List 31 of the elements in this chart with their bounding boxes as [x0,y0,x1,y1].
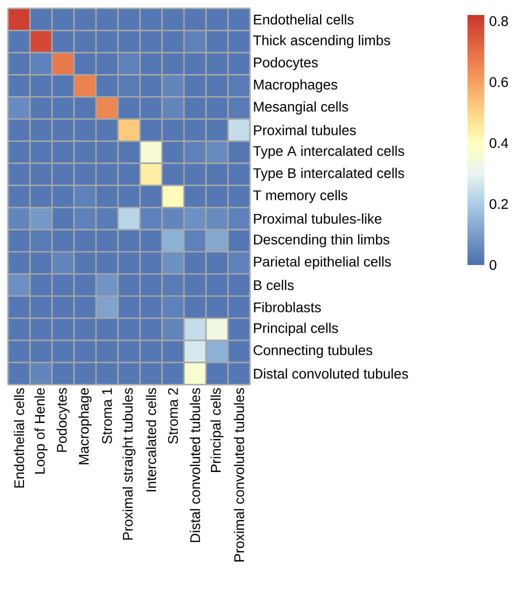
x-tick-label: Stroma 2 [168,388,178,444]
x-tick-label: Endothelial cells [14,388,24,488]
y-tick-label: Parietal epithelial cells [254,256,391,270]
y-tick-label: Type B intercalated cells [253,168,404,181]
color-bar-label: 0.6 [490,77,508,88]
color-bar-label: 0.8 [490,16,508,26]
y-tick-label: Proximal tubules [254,124,356,136]
y-tick-label: Podocytes [254,57,318,70]
x-tick-label: Stroma 1 [102,388,112,444]
x-tick-label: Proximal convoluted tubules [234,388,244,562]
y-tick-label: Principal cells [254,322,338,336]
y-tick-label: Proximal tubules-like [254,213,382,224]
y-tick-label: Type A intercalated cells [253,146,404,159]
x-tick-label: Macrophage [78,388,92,464]
y-tick-label: Fibroblasts [254,302,321,312]
color-bar-label: 0.4 [490,138,508,148]
x-tick-label: Intercalated cells [146,388,156,492]
y-tick-label: Endothelial cells [254,14,354,25]
y-tick-label: B cells [254,280,294,290]
x-tick-label: Loop of Henle [34,388,48,474]
y-tick-label: Connecting tubules [254,344,372,358]
x-tick-label: Proximal straight tubules [122,388,136,540]
y-tick-label: Thick ascending limbs [253,35,390,48]
color-bar-label: 0.2 [490,199,508,209]
y-tick-label: Descending thin limbs [254,234,390,248]
x-tick-label: Podocytes [56,388,70,452]
y-tick-label: T memory cells [253,190,348,203]
color-bar-label: 0 [490,260,496,270]
y-tick-label: Distal convoluted tubules [254,368,408,379]
y-tick-label: Macrophages [254,79,338,92]
y-tick-label: Mesangial cells [254,101,348,114]
